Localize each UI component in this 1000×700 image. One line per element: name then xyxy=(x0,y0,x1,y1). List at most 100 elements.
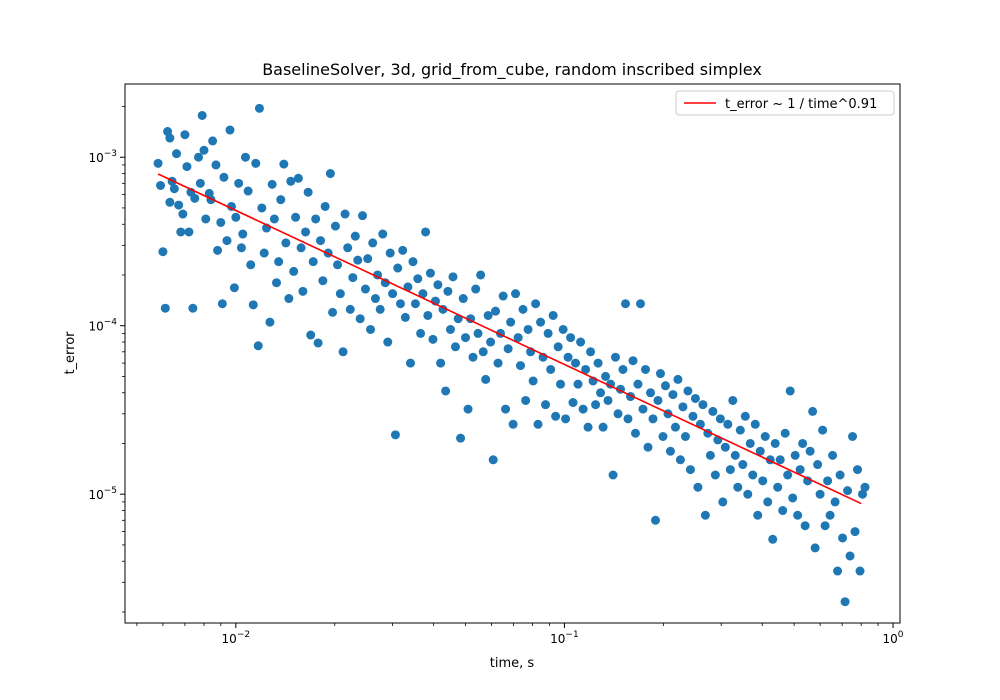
data-point-184 xyxy=(598,422,608,432)
data-point-136 xyxy=(478,347,488,357)
data-point-272 xyxy=(818,425,828,435)
data-point-39 xyxy=(238,229,248,239)
data-point-154 xyxy=(523,324,533,334)
data-point-108 xyxy=(408,257,418,267)
data-point-54 xyxy=(274,257,284,267)
data-point-147 xyxy=(506,317,516,327)
data-point-96 xyxy=(378,229,388,239)
data-point-288 xyxy=(858,489,868,499)
data-point-156 xyxy=(528,376,538,386)
data-point-45 xyxy=(253,341,263,351)
data-point-222 xyxy=(693,482,703,492)
data-point-46 xyxy=(254,103,264,113)
data-point-95 xyxy=(375,304,385,314)
data-point-235 xyxy=(725,465,735,475)
data-point-166 xyxy=(553,342,563,352)
data-point-128 xyxy=(458,294,468,304)
data-point-130 xyxy=(463,404,473,414)
data-point-100 xyxy=(388,289,398,299)
scatter-points xyxy=(153,103,870,607)
data-point-118 xyxy=(433,280,443,290)
data-point-141 xyxy=(491,306,501,316)
data-point-232 xyxy=(718,497,728,507)
data-point-67 xyxy=(306,330,316,340)
data-point-48 xyxy=(259,248,269,258)
data-point-246 xyxy=(753,510,763,520)
data-point-76 xyxy=(328,307,338,317)
data-point-228 xyxy=(708,406,718,416)
data-point-52 xyxy=(269,214,279,224)
data-point-18 xyxy=(190,193,200,203)
data-point-31 xyxy=(219,172,229,182)
data-point-238 xyxy=(733,482,743,492)
data-point-84 xyxy=(348,273,358,283)
data-point-85 xyxy=(350,231,360,241)
x-tick-label-2: 100 xyxy=(883,630,904,646)
y-axis-label: t_error xyxy=(63,331,78,375)
data-point-211 xyxy=(665,446,675,456)
data-point-6 xyxy=(165,133,175,143)
data-point-23 xyxy=(201,214,211,224)
data-point-79 xyxy=(335,289,345,299)
data-point-262 xyxy=(793,510,803,520)
data-point-140 xyxy=(488,455,498,465)
data-point-225 xyxy=(700,510,710,520)
data-point-208 xyxy=(658,432,668,441)
data-point-174 xyxy=(573,379,583,389)
data-point-9 xyxy=(172,149,182,159)
data-point-164 xyxy=(548,310,558,320)
data-point-249 xyxy=(760,432,770,441)
data-point-59 xyxy=(286,176,296,186)
data-point-10 xyxy=(174,200,184,210)
data-point-206 xyxy=(653,395,663,405)
data-point-56 xyxy=(279,159,289,169)
data-point-256 xyxy=(778,506,788,516)
data-point-250 xyxy=(763,497,773,507)
data-point-30 xyxy=(217,299,227,309)
x-axis-ticks: 10−2 10−1 100 xyxy=(136,623,904,646)
data-point-58 xyxy=(284,294,294,304)
data-point-119 xyxy=(436,358,446,368)
data-point-233 xyxy=(720,442,730,452)
data-point-55 xyxy=(276,195,286,205)
data-point-231 xyxy=(715,414,725,424)
data-point-289 xyxy=(860,482,870,492)
data-point-248 xyxy=(758,476,768,486)
data-point-260 xyxy=(788,493,798,503)
data-point-185 xyxy=(601,371,611,381)
data-point-227 xyxy=(705,450,715,460)
data-point-77 xyxy=(330,221,340,231)
data-point-82 xyxy=(343,243,353,253)
data-point-215 xyxy=(675,455,685,465)
data-point-90 xyxy=(363,254,373,264)
data-point-105 xyxy=(400,312,410,322)
data-point-209 xyxy=(660,381,670,391)
data-point-168 xyxy=(558,324,568,334)
data-point-176 xyxy=(578,404,588,414)
data-point-5 xyxy=(165,197,175,207)
data-point-199 xyxy=(635,299,645,309)
data-point-61 xyxy=(291,212,301,222)
data-point-284 xyxy=(848,432,858,441)
data-point-13 xyxy=(180,130,190,140)
data-point-8 xyxy=(169,184,179,194)
data-point-0 xyxy=(153,158,163,168)
data-point-220 xyxy=(688,411,698,421)
data-point-159 xyxy=(536,317,546,327)
plot-frame xyxy=(124,83,901,624)
data-point-183 xyxy=(596,388,606,398)
data-point-26 xyxy=(208,136,218,146)
data-point-37 xyxy=(234,178,244,188)
data-point-277 xyxy=(830,497,840,507)
data-point-266 xyxy=(803,476,813,486)
y-tick-label-2: 10−3 xyxy=(88,149,117,165)
data-point-280 xyxy=(838,533,848,543)
data-point-32 xyxy=(222,236,232,246)
data-point-283 xyxy=(845,551,855,561)
data-point-69 xyxy=(311,214,321,224)
data-point-172 xyxy=(568,398,578,408)
data-point-12 xyxy=(178,209,188,219)
data-point-240 xyxy=(738,460,748,470)
data-point-197 xyxy=(630,428,640,438)
